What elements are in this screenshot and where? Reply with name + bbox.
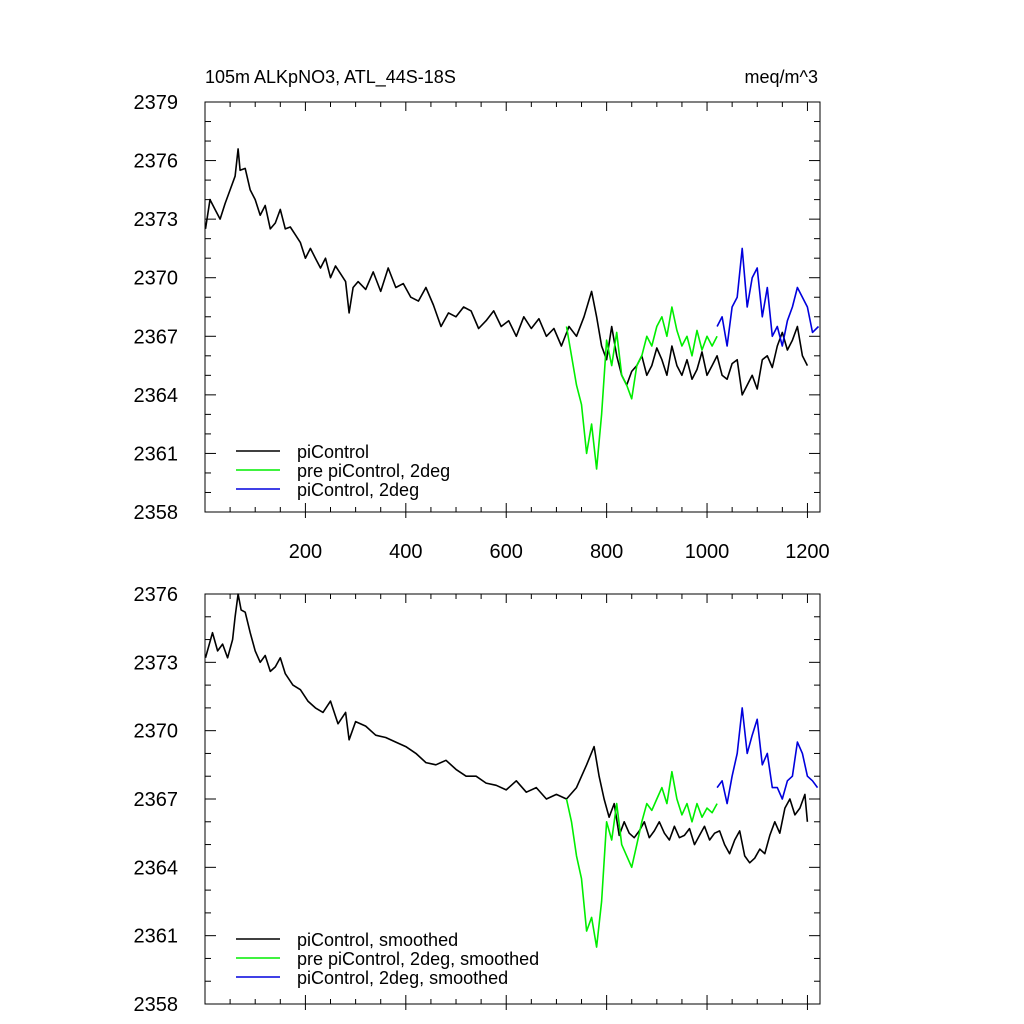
panel1.x-tick-label: 800 bbox=[590, 541, 623, 563]
panel2.y-tick-label: 2376 bbox=[134, 584, 179, 606]
panel1.series-line-2 bbox=[565, 306, 718, 470]
panel1.plot-frame bbox=[204, 101, 821, 513]
panel2.y-tick-label: 2373 bbox=[134, 652, 179, 674]
panel1.y-tick-label: 2367 bbox=[134, 326, 179, 348]
panel1.x-tick-label: 400 bbox=[389, 541, 422, 563]
panel1.y-tick-label: 2379 bbox=[134, 92, 179, 114]
panel1.y-tick-label: 2373 bbox=[134, 209, 179, 231]
panel1.legend-label-3: piControl, 2deg bbox=[297, 480, 419, 500]
panel1.x-tick-label: 600 bbox=[490, 541, 523, 563]
panel1.chart-title: 105m ALKpNO3, ATL_44S-18S bbox=[205, 67, 456, 88]
panel1.units-label: meq/m^3 bbox=[745, 67, 818, 87]
panel2.series-line-2 bbox=[565, 770, 718, 948]
panel1.x-tick-label: 1200 bbox=[785, 541, 830, 563]
panel2.series-line-3 bbox=[716, 707, 819, 805]
panel2.legend-label-3: piControl, 2deg, smoothed bbox=[297, 968, 508, 988]
panel2.legend-label-1: piControl, smoothed bbox=[297, 930, 458, 950]
panel2.y-tick-label: 2367 bbox=[134, 789, 179, 811]
panel2.y-tick-label: 2361 bbox=[134, 926, 179, 948]
panel1.series-line-1 bbox=[204, 148, 809, 396]
panel1.y-tick-label: 2361 bbox=[134, 443, 179, 465]
panel1.series-line-3 bbox=[716, 247, 820, 347]
panel1.x-tick-label: 1000 bbox=[685, 541, 730, 563]
panel1.x-tick-label: 200 bbox=[289, 541, 322, 563]
panel2.legend-label-2: pre piControl, 2deg, smoothed bbox=[297, 949, 539, 969]
panel1.y-tick-label: 2364 bbox=[134, 385, 179, 407]
panel1.y-tick-label: 2370 bbox=[134, 268, 179, 290]
panel1.legend-label-2: pre piControl, 2deg bbox=[297, 461, 450, 481]
panel1.y-tick-label: 2358 bbox=[134, 502, 179, 524]
panel2.y-tick-label: 2370 bbox=[134, 721, 179, 743]
panel1.y-tick-label: 2376 bbox=[134, 151, 179, 173]
panel2.y-tick-label: 2358 bbox=[134, 994, 179, 1016]
panel2.y-tick-label: 2364 bbox=[134, 857, 179, 879]
panel2.series-line-1 bbox=[204, 593, 809, 864]
panel1.legend-label-1: piControl bbox=[297, 442, 369, 462]
